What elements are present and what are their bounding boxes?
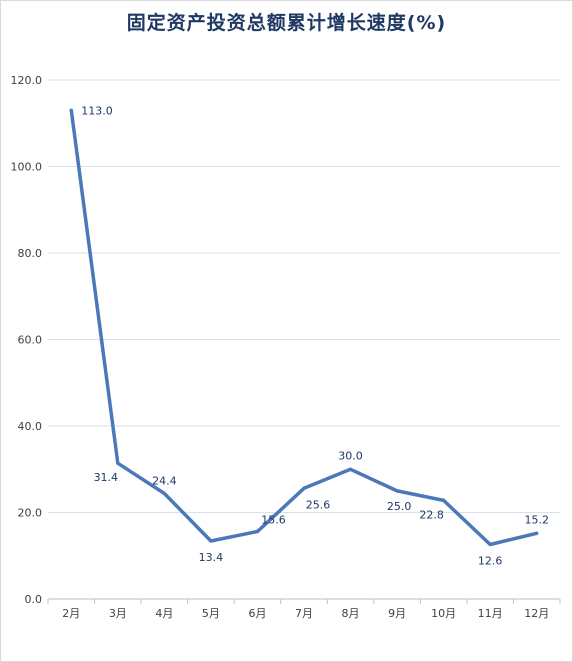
- data-point: [162, 491, 166, 495]
- data-point: [116, 461, 120, 465]
- axes: [47, 598, 561, 604]
- y-tick-label: 20.0: [18, 507, 43, 520]
- x-tick-label: 9月: [388, 607, 406, 620]
- x-tick-label: 11月: [478, 607, 503, 620]
- series: [69, 108, 539, 547]
- data-label: 113.0: [81, 104, 113, 117]
- y-tick-label: 60.0: [18, 334, 43, 347]
- y-tick-label: 0.0: [25, 593, 43, 606]
- series-line: [69, 108, 539, 547]
- data-label: 25.0: [387, 500, 412, 513]
- y-tick-labels: 0.0 20.0 40.0 60.0 80.0 100.0 120.0: [11, 74, 43, 606]
- data-labels: 113.0 31.4 24.4 13.4 15.6 25.6 30.0 25.0 22.8 12.…: [81, 104, 549, 567]
- data-point: [349, 467, 353, 471]
- y-tick-label: 80.0: [18, 247, 43, 260]
- data-label: 12.6: [478, 555, 503, 568]
- data-point: [209, 539, 213, 543]
- y-tick-label: 100.0: [11, 161, 43, 174]
- gridlines: [48, 79, 560, 513]
- x-tick-label: 4月: [155, 607, 173, 620]
- data-point: [442, 498, 446, 502]
- x-tick-label: 7月: [295, 607, 313, 620]
- x-tick-label: 10月: [431, 607, 456, 620]
- data-label: 15.6: [261, 514, 286, 527]
- x-tick-label: 5月: [202, 607, 220, 620]
- data-point: [255, 530, 259, 534]
- data-label: 31.4: [94, 471, 119, 484]
- x-tick-label: 12月: [524, 607, 549, 620]
- data-label: 15.2: [524, 513, 549, 526]
- data-label: 13.4: [199, 551, 224, 564]
- x-tick-labels: 2月 3月 4月 5月 6月 7月 8月 9月 10月 11月 12月: [62, 607, 549, 620]
- y-tick-label: 120.0: [11, 74, 43, 87]
- x-tick-label: 3月: [109, 607, 127, 620]
- data-label: 30.0: [338, 449, 363, 462]
- chart-title: 固定资产投资总额累计增长速度(%): [126, 12, 447, 34]
- data-label: 22.8: [419, 508, 444, 521]
- x-tick-label: 2月: [62, 607, 80, 620]
- x-tick-label: 8月: [342, 607, 360, 620]
- data-point: [535, 531, 539, 535]
- data-point: [302, 486, 306, 490]
- data-label: 24.4: [152, 474, 177, 487]
- data-label: 25.6: [306, 498, 331, 511]
- x-tick-label: 6月: [248, 607, 266, 620]
- y-tick-label: 40.0: [18, 420, 43, 433]
- data-point: [69, 108, 73, 112]
- data-point: [395, 489, 399, 493]
- data-point: [488, 543, 492, 547]
